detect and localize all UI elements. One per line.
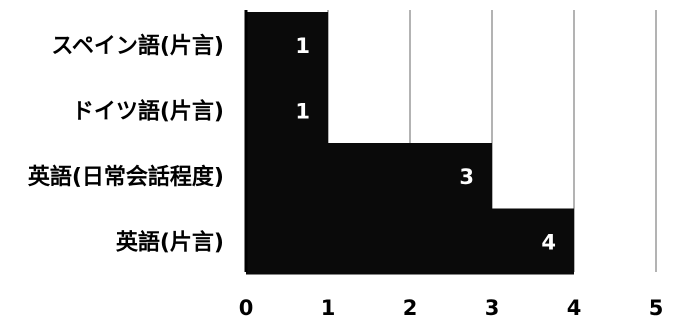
category-labels: スペイン語(片言) ドイツ語(片言) 英語(日常会話程度) 英語(片言) [28,33,224,256]
data-labels: 1 1 3 4 [295,34,556,255]
data-label-2: 1 [295,100,310,124]
x-tick-label-0: 0 [239,296,254,320]
category-label-2: ドイツ語(片言) [72,99,224,125]
category-label-3: 英語(日常会話程度) [28,164,224,190]
x-tick-label-1: 1 [321,296,336,320]
bar-1 [246,12,328,78]
x-tick-label-3: 3 [485,296,500,320]
x-tick-label-5: 5 [649,296,664,320]
bar-2 [246,77,328,144]
bar-4 [246,208,574,275]
x-tick-label-4: 4 [567,296,582,320]
x-tick-label-2: 2 [403,296,418,320]
bars [246,12,574,275]
data-label-3: 3 [459,165,474,189]
category-label-4: 英語(片言) [116,230,224,256]
data-label-4: 4 [541,231,556,255]
category-label-1: スペイン語(片言) [51,33,224,59]
bar-3 [246,143,492,209]
x-tick-labels: 0 1 2 3 4 5 [239,296,664,320]
data-label-1: 1 [295,34,310,58]
